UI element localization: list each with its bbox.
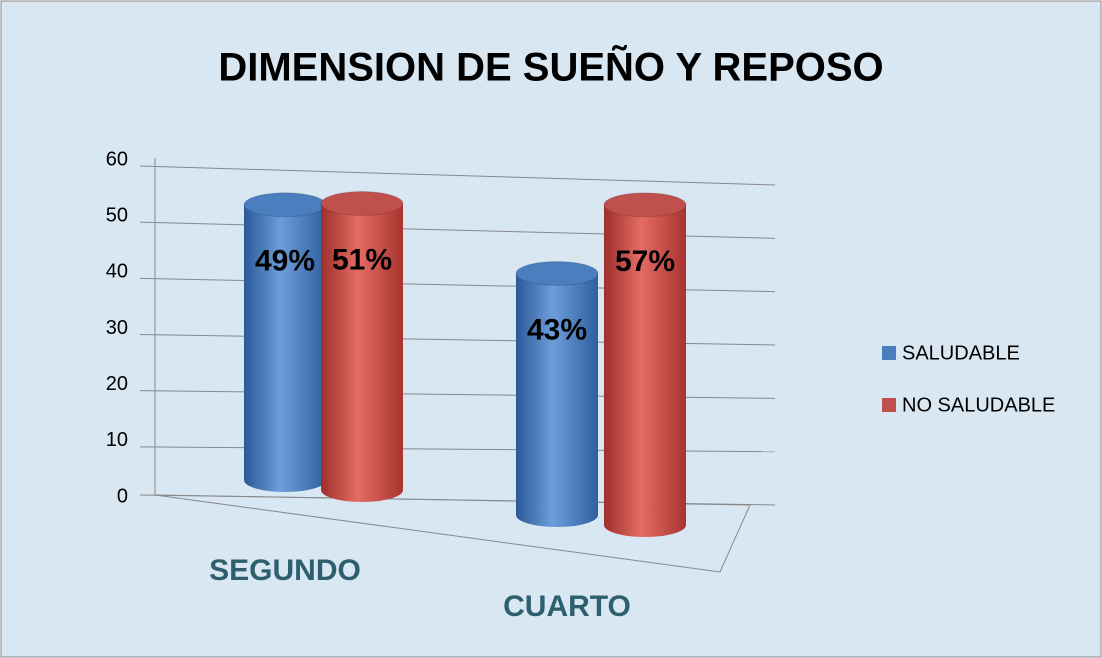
grid-line	[139, 165, 776, 186]
y-tick-label: 50	[106, 204, 128, 226]
legend-swatch	[882, 398, 896, 412]
legend-swatch	[882, 346, 896, 360]
bar	[244, 204, 326, 481]
y-tick-label: 20	[106, 373, 128, 395]
bar-top	[320, 191, 404, 217]
legend-label: NO SALUDABLE	[902, 394, 1055, 416]
bar-top	[243, 192, 327, 218]
bar	[321, 203, 403, 491]
x-tick-label: CUARTO	[503, 590, 631, 623]
data-label: 57%	[615, 245, 675, 278]
x-tick-label: SEGUNDO	[209, 554, 361, 587]
bar	[604, 204, 686, 525]
data-label: 51%	[332, 243, 392, 276]
y-tick-label: 60	[106, 148, 128, 170]
y-tick-label: 0	[117, 485, 128, 507]
bar-top	[603, 192, 687, 218]
bar	[516, 273, 598, 515]
chart-title: DIMENSION DE SUEÑO Y REPOSO	[218, 44, 883, 90]
bar-top	[515, 260, 599, 286]
y-tick-label: 30	[106, 317, 128, 339]
y-tick-label: 10	[106, 429, 128, 451]
data-label: 49%	[255, 245, 315, 278]
y-tick-label: 40	[106, 261, 128, 283]
data-label: 43%	[527, 313, 587, 346]
legend-label: SALUDABLE	[902, 342, 1020, 364]
